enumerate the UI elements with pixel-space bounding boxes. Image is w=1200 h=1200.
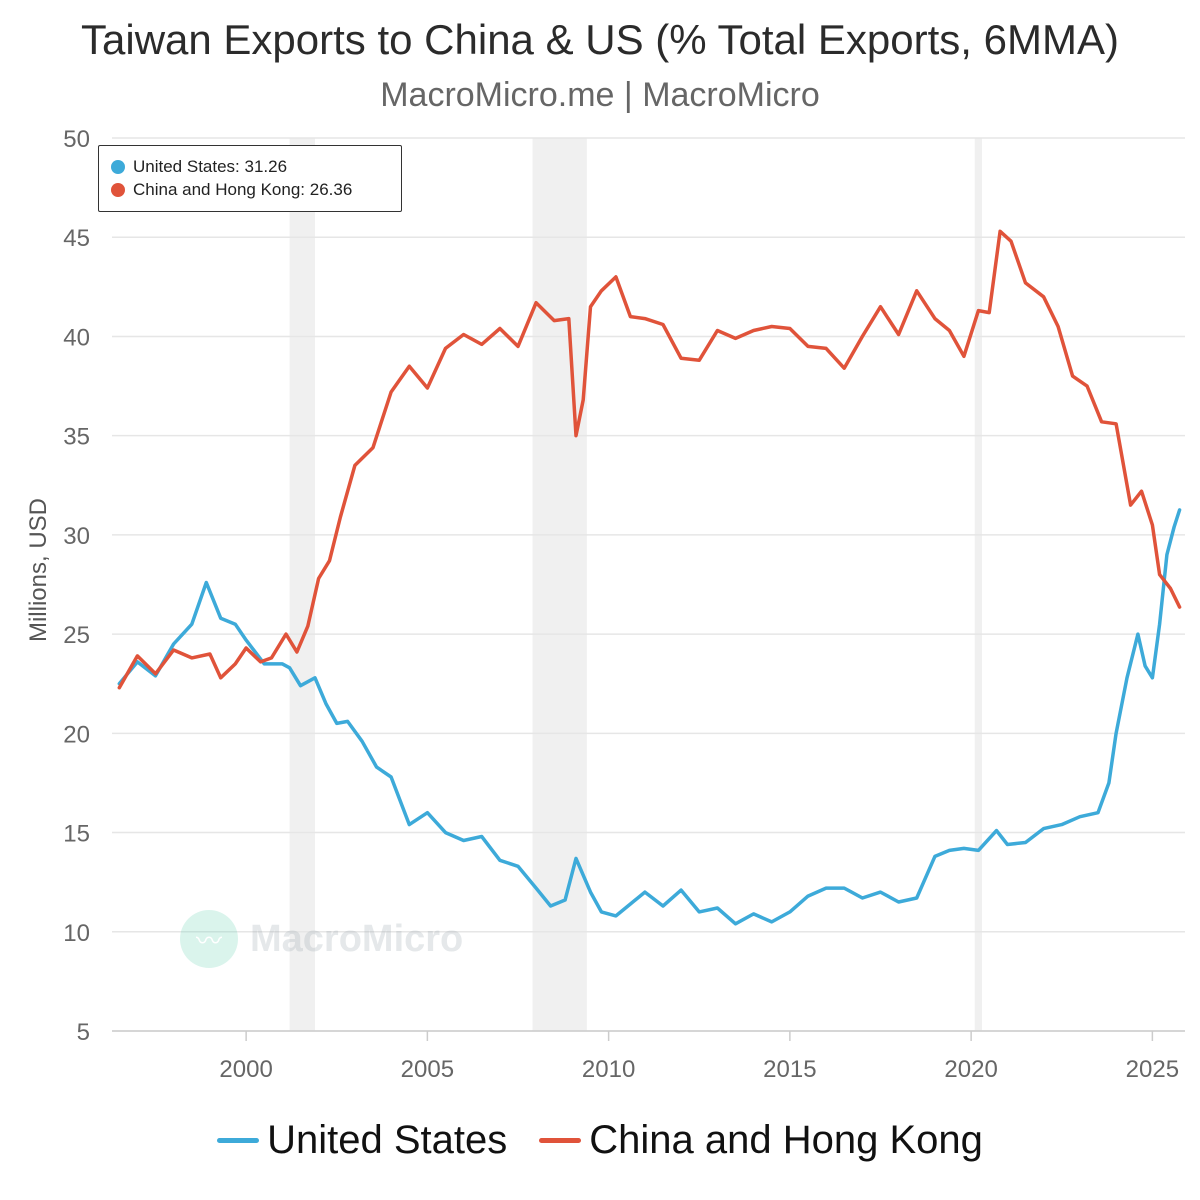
china-line-icon: [539, 1138, 582, 1143]
y-axis-label: Millions, USD: [25, 498, 52, 642]
watermark-logo-icon: 〰: [180, 910, 238, 968]
y-tick-label: 15: [63, 821, 90, 848]
y-tick-label: 5: [77, 1019, 90, 1046]
series-line-united-states: [117, 508, 1182, 926]
us-dot-icon: [111, 159, 125, 174]
recession-band: [532, 138, 587, 1031]
y-axis-ticks: 5 10 15 20 25 30 35 40 45 50: [63, 126, 90, 1046]
y-tick-label: 50: [63, 126, 90, 153]
legend-item-china[interactable]: China and Hong Kong: [539, 1118, 983, 1163]
tooltip-china-label: China and Hong Kong: 26.36: [133, 179, 353, 199]
y-tick-label: 20: [63, 721, 90, 748]
tooltip: United States: 31.26 China and Hong Kong…: [98, 145, 402, 212]
recession-band: [289, 138, 315, 1031]
y-tick-label: 30: [63, 523, 90, 550]
legend: United States China and Hong Kong: [0, 1118, 1200, 1163]
legend-item-us[interactable]: United States: [217, 1118, 507, 1163]
y-tick-label: 40: [63, 324, 90, 351]
recession-band: [974, 138, 982, 1031]
x-tick-label: 2020: [944, 1056, 997, 1083]
us-line-icon: [217, 1138, 260, 1143]
tooltip-row-china: China and Hong Kong: 26.36: [111, 178, 401, 201]
y-tick-label: 45: [63, 225, 90, 252]
chart-title: Taiwan Exports to China & US (% Total Ex…: [81, 16, 1119, 63]
tooltip-row-us: United States: 31.26: [111, 155, 401, 178]
x-tick-label: 2005: [401, 1056, 454, 1083]
recession-bands: [289, 138, 982, 1031]
legend-label-us: United States: [267, 1118, 508, 1162]
grid-lines: [112, 137, 1185, 1032]
series-line-china-hong-kong: [117, 229, 1182, 690]
legend-label-china: China and Hong Kong: [589, 1118, 983, 1162]
tooltip-us-label: United States: 31.26: [133, 156, 288, 176]
china-dot-icon: [111, 182, 125, 197]
y-tick-label: 25: [63, 622, 90, 649]
x-tick-label: 2025: [1126, 1056, 1179, 1083]
y-tick-label: 10: [63, 920, 90, 947]
watermark-text: MacroMicro: [250, 917, 464, 960]
x-tick-label: 2010: [582, 1056, 635, 1083]
x-axis-ticks: 2000 2005 2010 2015 2020 2025: [219, 1031, 1179, 1083]
x-tick-label: 2015: [763, 1056, 816, 1083]
x-tick-label: 2000: [219, 1056, 272, 1083]
series-lines: [117, 229, 1182, 926]
y-tick-label: 35: [63, 424, 90, 451]
watermark: 〰 MacroMicro: [180, 910, 463, 968]
chart-subtitle: MacroMicro.me | MacroMicro: [380, 76, 820, 114]
